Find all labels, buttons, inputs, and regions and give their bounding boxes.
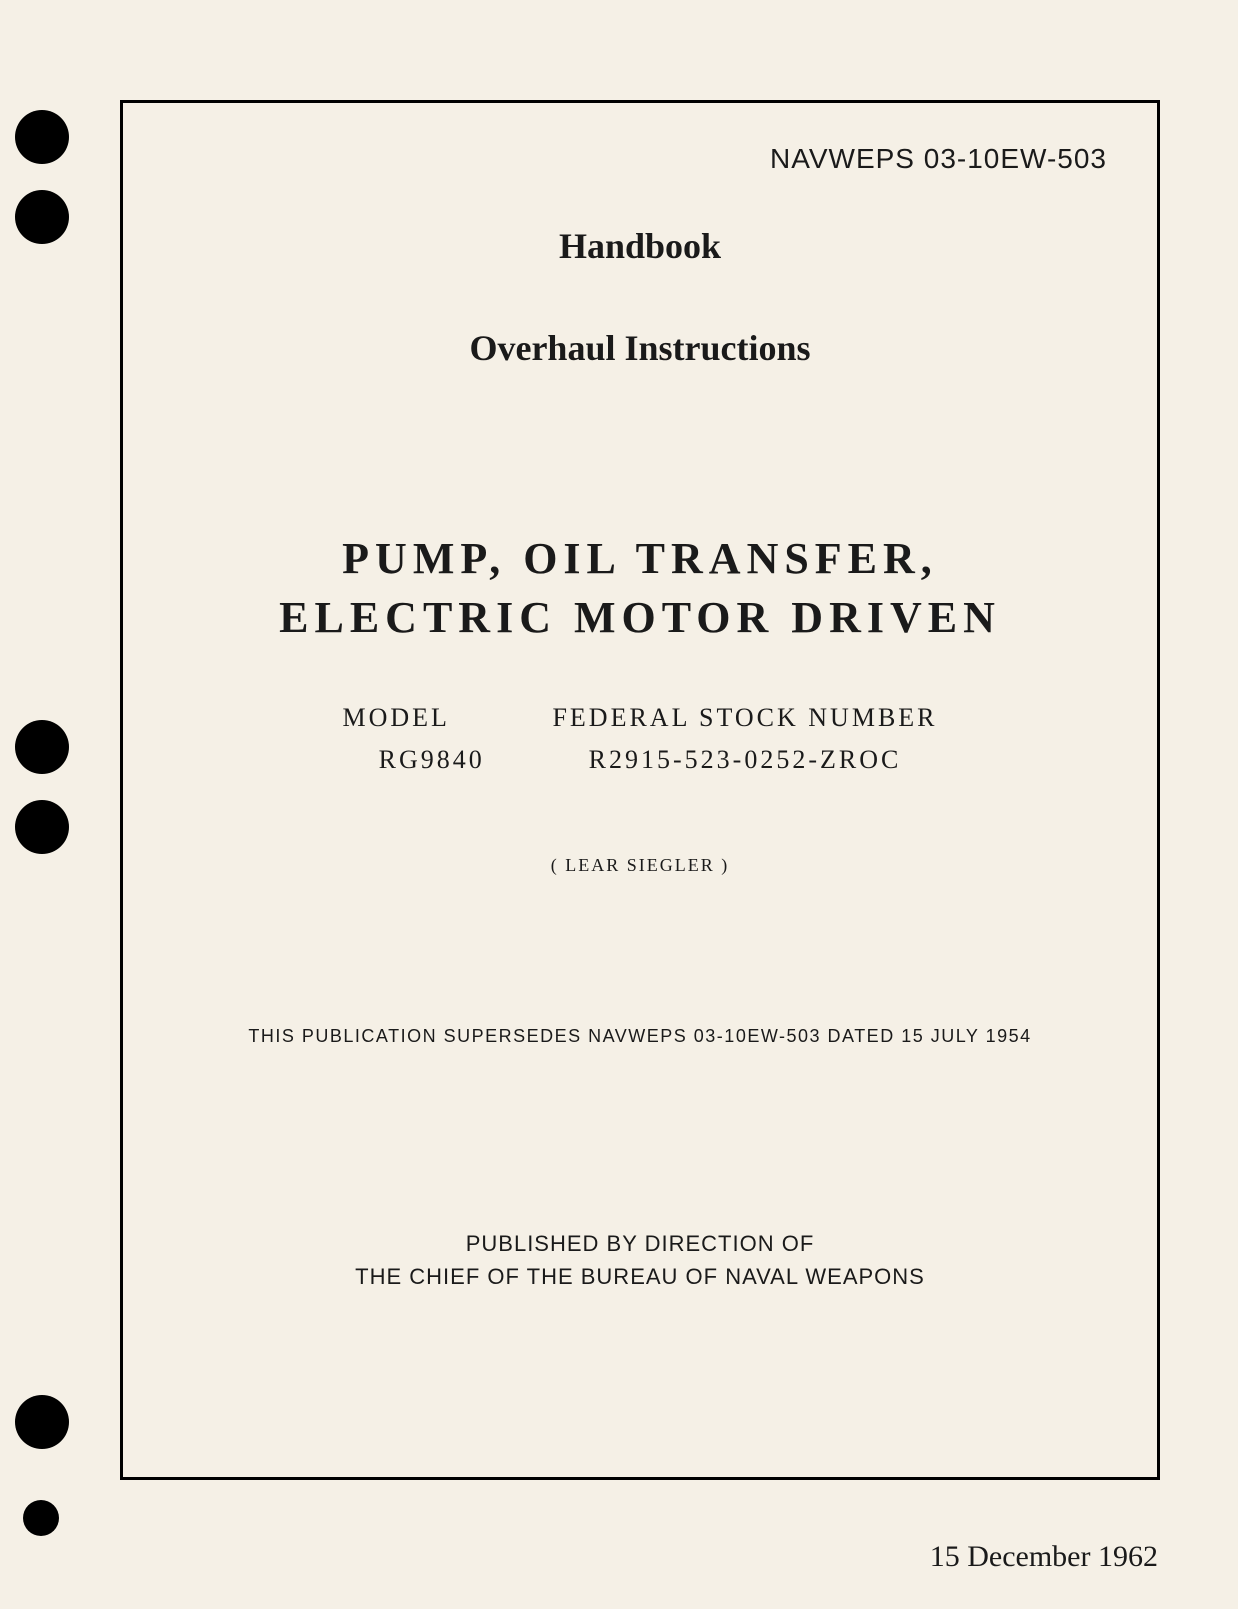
model-value: RG9840 xyxy=(379,745,519,775)
supersedes-notice: THIS PUBLICATION SUPERSEDES NAVWEPS 03-1… xyxy=(173,1026,1107,1047)
punch-hole xyxy=(23,1500,59,1536)
document-number: NAVWEPS 03-10EW-503 xyxy=(173,143,1107,175)
model-stock-header-row: MODEL FEDERAL STOCK NUMBER xyxy=(173,703,1107,733)
content-frame: NAVWEPS 03-10EW-503 Handbook Overhaul In… xyxy=(120,100,1160,1480)
handbook-heading: Handbook xyxy=(173,225,1107,267)
punch-hole xyxy=(15,800,69,854)
publisher-line: PUBLISHED BY DIRECTION OF xyxy=(173,1227,1107,1260)
equipment-title: PUMP, OIL TRANSFER, ELECTRIC MOTOR DRIVE… xyxy=(173,529,1107,648)
equipment-title-line: ELECTRIC MOTOR DRIVEN xyxy=(173,588,1107,647)
stock-value: R2915-523-0252-ZROC xyxy=(589,745,902,775)
publisher-line: THE CHIEF OF THE BUREAU OF NAVAL WEAPONS xyxy=(173,1260,1107,1293)
publisher-block: PUBLISHED BY DIRECTION OF THE CHIEF OF T… xyxy=(173,1227,1107,1293)
stock-header: FEDERAL STOCK NUMBER xyxy=(552,703,937,733)
publication-date: 15 December 1962 xyxy=(930,1540,1158,1574)
model-stock-block: MODEL FEDERAL STOCK NUMBER RG9840 R2915-… xyxy=(173,703,1107,775)
punch-hole xyxy=(15,720,69,774)
punch-hole xyxy=(15,110,69,164)
equipment-title-line: PUMP, OIL TRANSFER, xyxy=(173,529,1107,588)
manufacturer: ( LEAR SIEGLER ) xyxy=(173,855,1107,876)
model-header: MODEL xyxy=(342,703,482,733)
document-page: NAVWEPS 03-10EW-503 Handbook Overhaul In… xyxy=(0,0,1238,1609)
overhaul-heading: Overhaul Instructions xyxy=(173,327,1107,369)
model-stock-value-row: RG9840 R2915-523-0252-ZROC xyxy=(173,745,1107,775)
punch-hole xyxy=(15,190,69,244)
punch-hole xyxy=(15,1395,69,1449)
